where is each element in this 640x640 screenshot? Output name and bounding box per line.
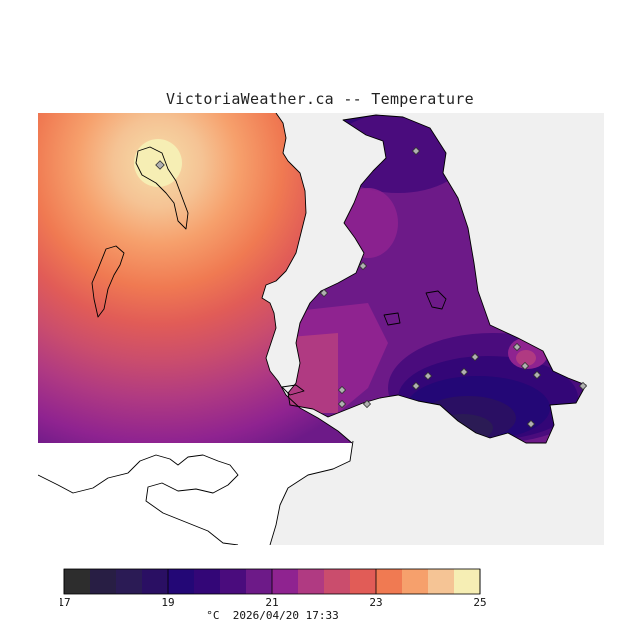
station-marker xyxy=(319,288,329,298)
colorbar-swatch xyxy=(350,569,377,594)
colorbar-swatch xyxy=(324,569,351,594)
colorbar-swatch xyxy=(194,569,221,594)
temperature-map xyxy=(38,113,604,545)
station-marker xyxy=(459,367,469,377)
colorbar-swatch xyxy=(298,569,325,594)
colorbar-tick-label: 21 xyxy=(265,596,278,609)
station-marker xyxy=(423,371,433,381)
colorbar-swatch xyxy=(246,569,273,594)
station-marker xyxy=(411,146,421,156)
water-strait xyxy=(38,441,353,545)
timestamp-label: 2026/04/20 17:33 xyxy=(232,609,339,622)
station-marker xyxy=(520,361,530,371)
station-marker xyxy=(411,381,421,391)
station-marker xyxy=(337,399,347,409)
legend-caption: °C 2026/04/20 17:33 xyxy=(0,609,545,622)
station-marker xyxy=(337,385,347,395)
colorbar-swatch xyxy=(454,569,481,594)
station-marker xyxy=(358,261,368,271)
coastlines xyxy=(38,113,587,545)
colorbar-tick-label: 19 xyxy=(161,596,174,609)
colorbar-tick-label: 25 xyxy=(473,596,486,609)
colorbar-swatch xyxy=(376,569,403,594)
chart-title: VictoriaWeather.ca -- Temperature xyxy=(166,90,474,108)
colorbar-tick-label: 17 xyxy=(60,596,71,609)
colorbar-swatch xyxy=(142,569,169,594)
colorbar-swatch xyxy=(90,569,117,594)
station-marker xyxy=(155,160,165,170)
station-marker xyxy=(470,352,480,362)
station-marker xyxy=(526,419,536,429)
colorbar-swatch xyxy=(64,569,91,594)
colorbar-swatch xyxy=(402,569,429,594)
colorbar-swatch xyxy=(168,569,195,594)
station-marker xyxy=(362,399,372,409)
colorbar-ticks: 17 19 21 23 25 xyxy=(60,569,487,609)
station-marker xyxy=(578,381,588,391)
colorbar-swatch xyxy=(272,569,299,594)
colorbar-tick-label: 23 xyxy=(369,596,382,609)
station-marker xyxy=(532,370,542,380)
station-marker xyxy=(512,342,522,352)
colorbar-swatch xyxy=(116,569,143,594)
colorbar-legend: 17 19 21 23 25 xyxy=(60,568,487,609)
colorbar-swatch xyxy=(428,569,455,594)
colorbar-swatch xyxy=(220,569,247,594)
station-markers xyxy=(155,146,588,429)
unit-label: °C xyxy=(206,609,220,622)
